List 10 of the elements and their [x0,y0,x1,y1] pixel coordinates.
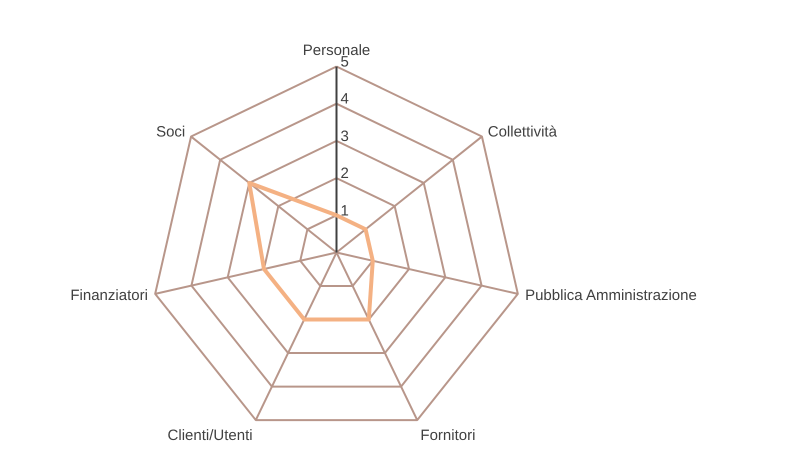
spoke-label: Finanziatori [70,287,148,304]
spoke-label: Fornitori [420,426,476,444]
spoke-label: Pubblica Amministrazione [525,287,697,304]
y-tick-label: 2 [340,165,349,182]
y-tick-label: 1 [340,202,349,220]
spoke-label: Clienti/Utenti [168,426,253,444]
spoke-label: Soci [156,123,186,140]
y-tick-label: 3 [340,128,349,145]
y-tick-label: 4 [340,90,349,108]
spoke-label: Collettività [488,123,558,140]
